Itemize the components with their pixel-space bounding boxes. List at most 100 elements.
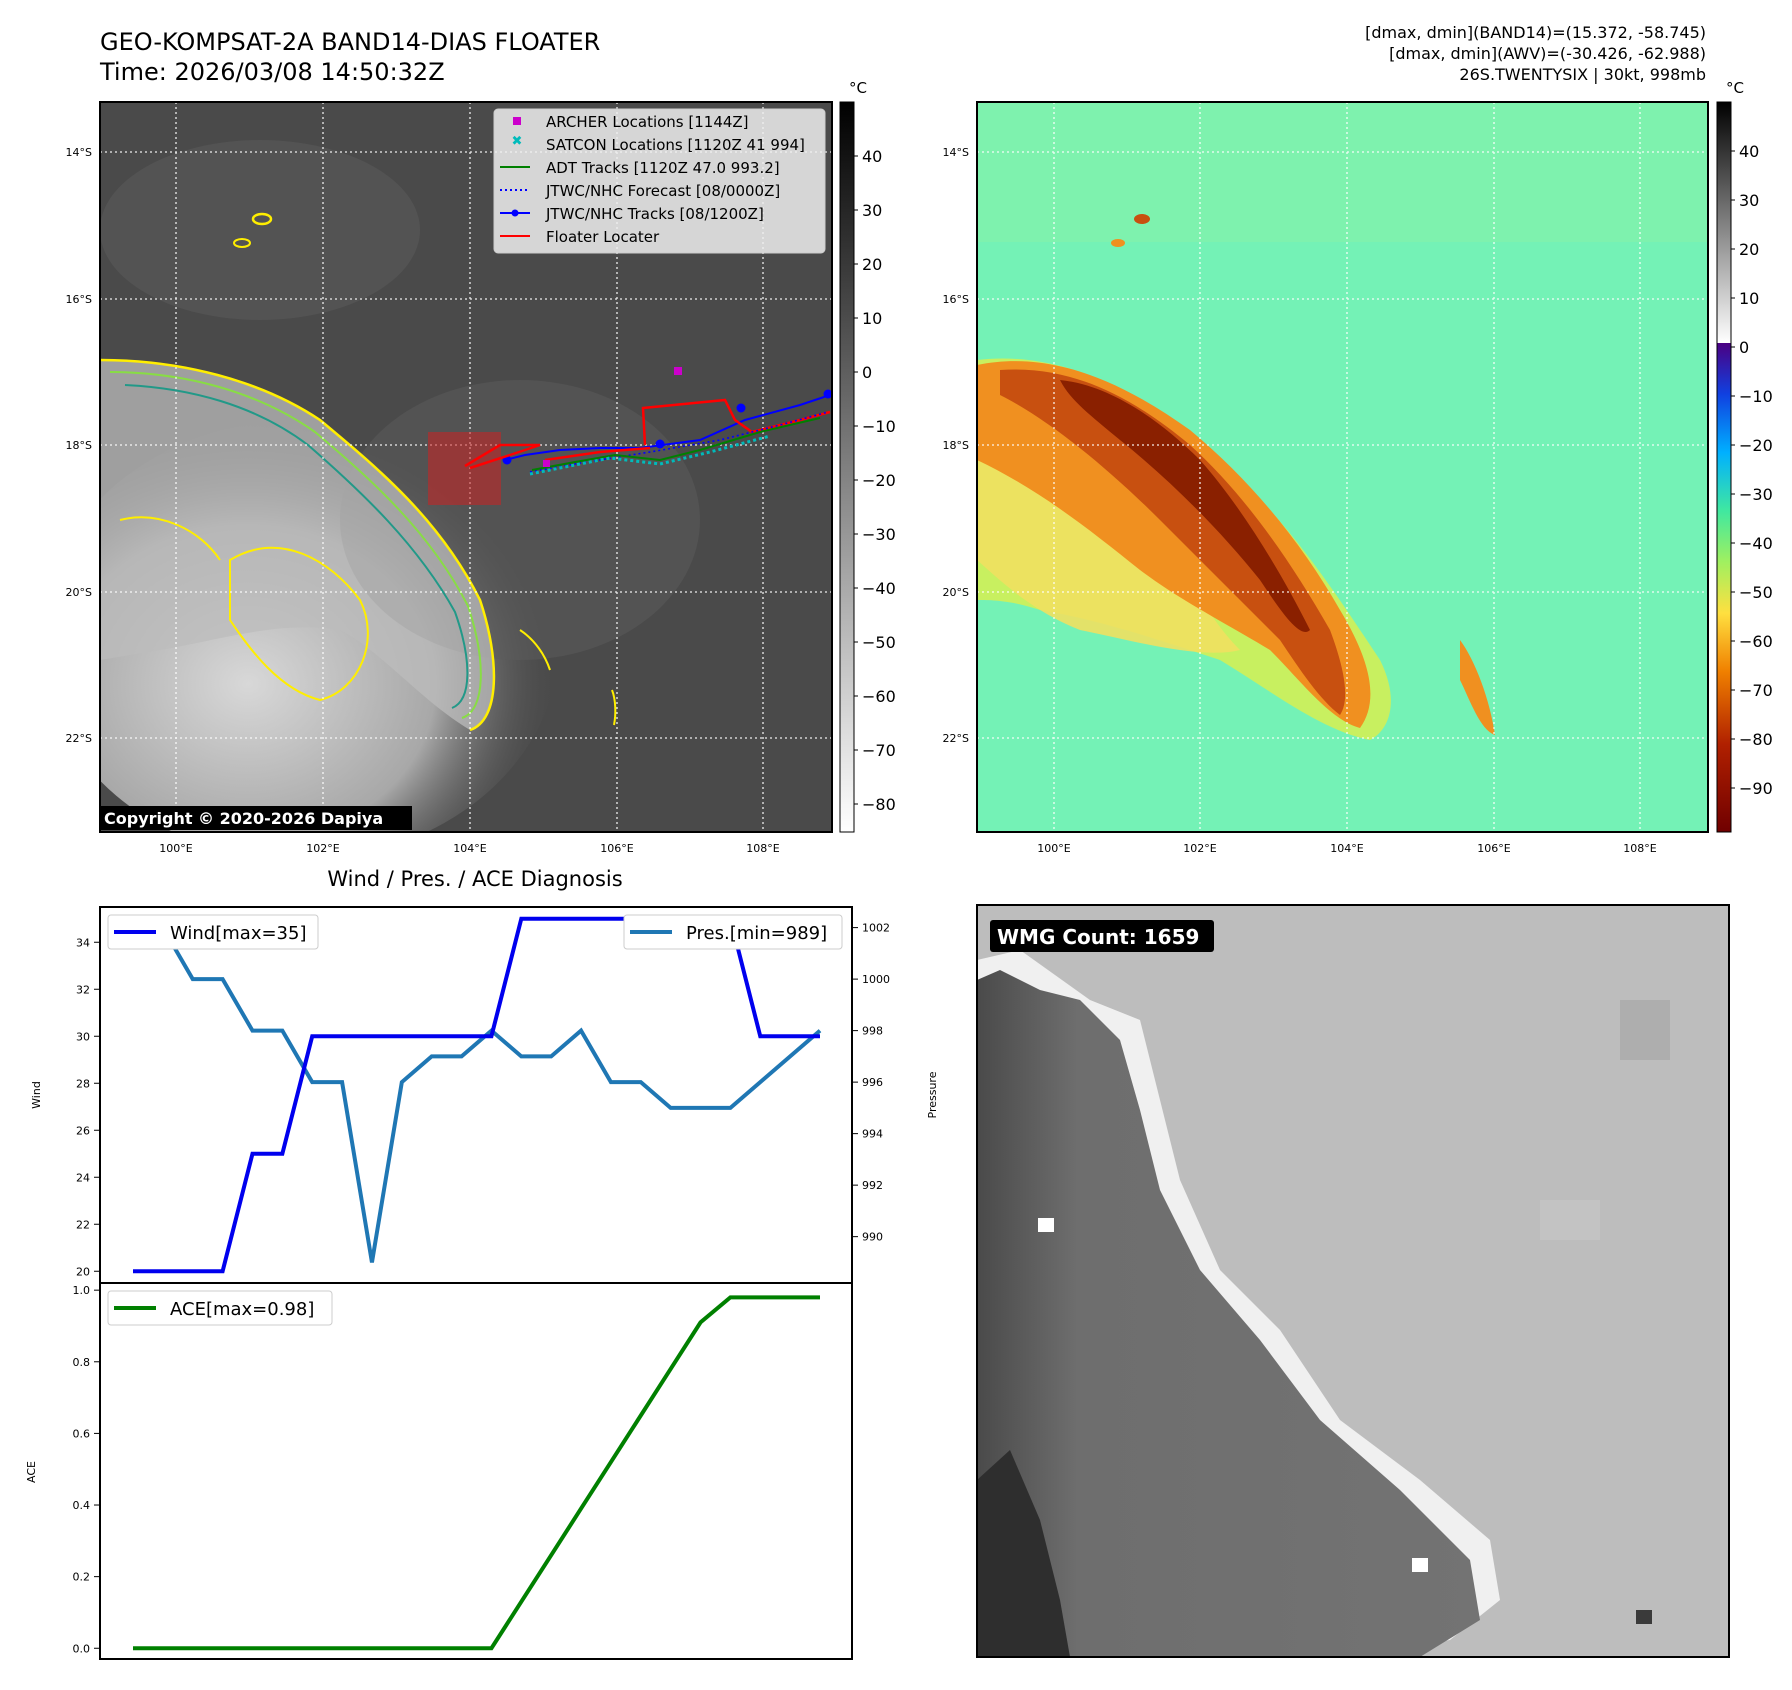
pressure-tick-label: 1000: [862, 973, 890, 986]
legend-archer: ARCHER Locations [1144Z]: [546, 113, 749, 131]
svg-text:22°S: 22°S: [66, 732, 92, 745]
ace-chart: 0.0 0.2 0.4 0.6 0.8 1.0 ACE ACE[max=0.98]: [25, 1282, 853, 1660]
wind-tick-label: 34: [76, 936, 90, 949]
ir-colorbar-tick-label: −80: [862, 795, 896, 814]
storm-info: 26S.TWENTYSIX | 30kt, 998mb: [1459, 65, 1706, 84]
ace-tick-label: 1.0: [73, 1284, 91, 1297]
svg-text:100°E: 100°E: [1037, 842, 1070, 855]
figure-title: GEO-KOMPSAT-2A BAND14-DIAS FLOATER: [100, 28, 600, 56]
pressure-tick-label: 998: [862, 1025, 883, 1038]
ace-tick-label: 0.6: [73, 1427, 91, 1440]
diagnosis-title: Wind / Pres. / ACE Diagnosis: [327, 867, 622, 891]
wind-tick-label: 28: [76, 1077, 90, 1090]
awv-colorbar-tick-label: −10: [1739, 387, 1773, 406]
ace-series-line: [133, 1295, 820, 1651]
awv-colorbar-tick-label: −40: [1739, 534, 1773, 553]
ir-colorbar-tick-label: 10: [862, 309, 882, 328]
ir-colorbar-tick-label: −10: [862, 417, 896, 436]
copyright: Copyright © 2020-2026 Dapiya: [104, 809, 383, 828]
ir-colorbar-tick-label: 0: [862, 363, 872, 382]
svg-text:22°S: 22°S: [943, 732, 969, 745]
wind-tick-label: 22: [76, 1218, 90, 1231]
ir-lon-labels: 100°E 102°E 104°E 106°E 108°E: [159, 842, 779, 855]
wind-tick-label: 30: [76, 1030, 90, 1043]
pressure-tick-label: 990: [862, 1231, 883, 1244]
svg-text:18°S: 18°S: [943, 439, 969, 452]
svg-text:16°S: 16°S: [943, 293, 969, 306]
awv-colorbar-tick-label: −50: [1739, 583, 1773, 602]
awv-colorbar-tick-label: −80: [1739, 730, 1773, 749]
ir-colorbar-tick-label: −50: [862, 633, 896, 652]
svg-text:102°E: 102°E: [1183, 842, 1216, 855]
ir-colorbar-tick-label: −60: [862, 687, 896, 706]
wind-tick-label: 32: [76, 983, 90, 996]
wind-legend: Wind[max=35]: [107, 914, 319, 950]
wind-tick-label: 26: [76, 1124, 90, 1137]
ace-tick-label: 0.4: [73, 1499, 91, 1512]
floater-box: [428, 432, 501, 505]
svg-text:104°E: 104°E: [453, 842, 486, 855]
ir-colorbar-tick-label: −20: [862, 471, 896, 490]
svg-text:14°S: 14°S: [66, 146, 92, 159]
svg-text:108°E: 108°E: [1623, 842, 1656, 855]
copyright-box: [100, 806, 412, 830]
awv-colorbar-tick-label: 30: [1739, 191, 1759, 210]
awv-colorbar-tick-label: 0: [1739, 338, 1749, 357]
satcon-legend-icon: ✖: [512, 134, 523, 149]
archer-legend-icon: [513, 117, 521, 125]
wmg-badge-box: [990, 920, 1214, 952]
legend-forecast: JTWC/NHC Forecast [08/0000Z]: [545, 182, 780, 200]
wind-legend-label: Wind[max=35]: [170, 923, 307, 944]
figure-time: Time: 2026/03/08 14:50:32Z: [99, 58, 445, 86]
pressure-tick-label: 994: [862, 1128, 883, 1141]
ir-colorbar-tick-label: −40: [862, 579, 896, 598]
archer-marker: [674, 367, 682, 375]
awv-colorbar-tick-label: −60: [1739, 632, 1773, 651]
wmg-frame: [976, 904, 1730, 1658]
pressure-axis-label: Pressure: [926, 1071, 939, 1118]
pressure-tick-label: 996: [862, 1076, 883, 1089]
svg-text:102°E: 102°E: [306, 842, 339, 855]
ir-colorbar-tick-label: 40: [862, 147, 882, 166]
svg-text:14°S: 14°S: [943, 146, 969, 159]
svg-text:20°S: 20°S: [943, 586, 969, 599]
ace-tick-label: 0.8: [73, 1356, 91, 1369]
awv-colorbar-tick-label: 20: [1739, 240, 1759, 259]
svg-text:106°E: 106°E: [1477, 842, 1510, 855]
storm-tracks: [464, 367, 832, 476]
ir-lat-labels: 14°S 16°S 18°S 20°S 22°S: [66, 146, 92, 745]
wmg-count-badge: WMG Count: 1659: [997, 925, 1199, 949]
legend-satcon: SATCON Locations [1120Z 41 994]: [546, 136, 805, 154]
awv-colorbar: °C 40 30 20 10 0 −10 −20 −30 −40 −50 −60 −70 −80 −90: [1716, 79, 1773, 833]
awv-map-frame: [976, 101, 1709, 833]
wind-tick-label: 24: [76, 1171, 90, 1184]
awv-colorbar-tick-label: −20: [1739, 436, 1773, 455]
awv-lon-labels: 100°E 102°E 104°E 106°E 108°E: [1037, 842, 1656, 855]
svg-text:100°E: 100°E: [159, 842, 192, 855]
ace-tick-label: 0.2: [73, 1571, 91, 1584]
svg-text:106°E: 106°E: [600, 842, 633, 855]
pressure-tick-label: 1002: [862, 922, 890, 935]
ir-colorbar-tick-label: 30: [862, 201, 882, 220]
ir-colorbar: °C 40 30 20 10 0 −10 −20 −30 −40 −50 −60 −70 −80: [839, 79, 896, 833]
awv-colorbar-tick-label: −30: [1739, 485, 1773, 504]
awv-lat-labels: 14°S 16°S 18°S 20°S 22°S: [943, 146, 969, 745]
svg-text:20°S: 20°S: [66, 586, 92, 599]
wind-axis-label: Wind: [30, 1081, 43, 1109]
pressure-series-line: [133, 925, 822, 1263]
pressure-tick-label: 992: [862, 1179, 883, 1192]
ir-map-legend: ✖ ARCHER Locations [1144Z] SATCON Locati…: [493, 108, 826, 254]
awv-range: [dmax, dmin](AWV)=(-30.426, -62.988): [1389, 44, 1706, 63]
ace-tick-label: 0.0: [73, 1642, 91, 1655]
awv-colorbar-tick-label: −90: [1739, 779, 1773, 798]
wind-pressure-chart: 202224262830323499099299499699810001002 …: [30, 906, 939, 1284]
legend-floater: Floater Locater: [546, 228, 660, 246]
awv-colorbar-tick-label: 40: [1739, 142, 1759, 161]
svg-text:108°E: 108°E: [746, 842, 779, 855]
ir-map-frame: [99, 101, 833, 833]
svg-text:°C: °C: [849, 79, 867, 97]
pressure-legend: Pres.[min=989]: [623, 914, 843, 950]
band14-range: [dmax, dmin](BAND14)=(15.372, -58.745): [1365, 23, 1706, 42]
svg-text:104°E: 104°E: [1330, 842, 1363, 855]
